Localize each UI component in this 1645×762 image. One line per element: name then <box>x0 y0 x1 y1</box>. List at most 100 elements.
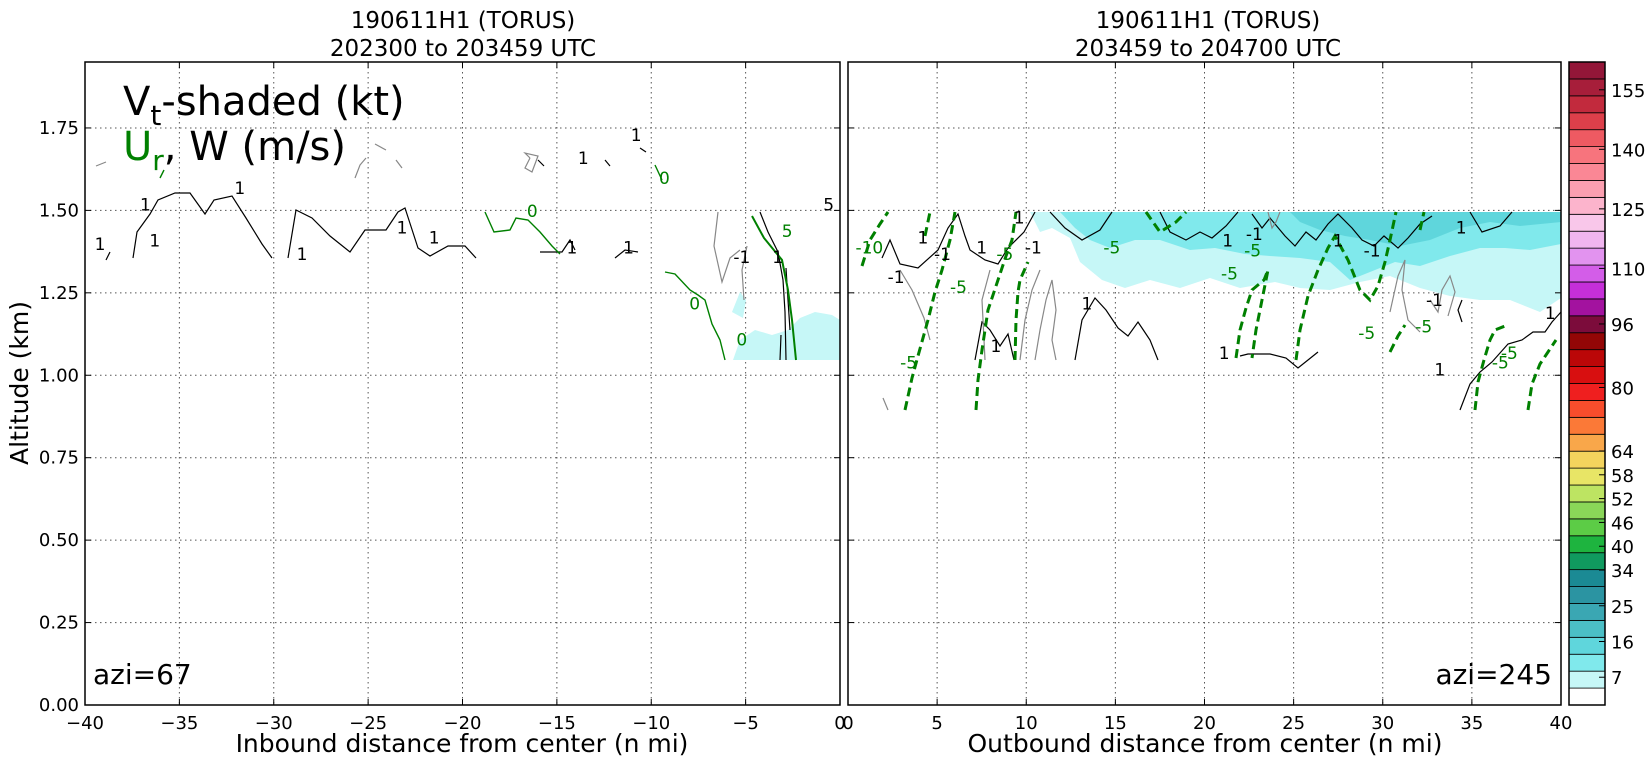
contour-label: 1 <box>1081 294 1092 314</box>
contour-label: -5 <box>1492 354 1509 374</box>
y-tick-label: 1.75 <box>39 118 79 139</box>
contour-label: -1 <box>934 245 951 265</box>
left-ticks: −40 −35 −30 −25 −20 −15 −10 −5 0 0.00 0.25 0.50 0.75… <box>39 62 846 734</box>
x-tick-label: 20 <box>1193 713 1216 734</box>
colorbar-tick-label: 25 <box>1611 597 1634 618</box>
legend-ur-main: U <box>123 124 152 170</box>
right-vt-shade-dark <box>1290 212 1561 246</box>
colorbar-segment <box>1568 569 1606 587</box>
right-w-contour <box>1457 299 1463 323</box>
legend-w: , W (m/s) <box>164 124 346 170</box>
left-panel: 190611H1 (TORUS) 202300 to 203459 UTC <box>5 8 846 758</box>
colorbar-segment <box>1568 61 1606 80</box>
colorbar-segment <box>1568 349 1606 367</box>
left-w-contour <box>759 211 787 361</box>
colorbar-tick-label: 64 <box>1611 442 1634 463</box>
contour-label: 5 <box>782 222 793 242</box>
right-w-contour <box>1239 351 1319 369</box>
y-tick-label: 0.00 <box>39 695 79 716</box>
x-tick-label: −5 <box>732 713 759 734</box>
colorbar-segment <box>1568 163 1606 181</box>
x-tick-label: −25 <box>349 713 387 734</box>
x-tick-label: −10 <box>632 713 670 734</box>
contour-label: 1 <box>631 126 642 146</box>
right-w-contour <box>1469 211 1513 233</box>
left-w-zero-contour <box>523 151 539 173</box>
y-tick-label: 1.00 <box>39 365 79 386</box>
colorbar-segment <box>1568 535 1606 554</box>
contour-label: 1 <box>429 228 440 248</box>
right-ur-contour <box>923 211 932 237</box>
colorbar-tick-label: 96 <box>1611 315 1634 336</box>
y-tick-label: 1.50 <box>39 200 79 221</box>
contour-label: 1 <box>567 238 578 258</box>
colorbar-segment <box>1568 586 1606 604</box>
right-w-contour <box>1074 296 1159 361</box>
contour-label: 1 <box>976 238 987 258</box>
right-w-zero-contour <box>1267 211 1281 230</box>
colorbar-segment <box>1568 484 1606 503</box>
contour-label: 1 <box>1219 344 1230 364</box>
colorbar-tick-label: 34 <box>1611 561 1634 582</box>
right-title-line2: 203459 to 204700 UTC <box>1075 36 1341 62</box>
contour-label: -5 <box>950 278 967 298</box>
x-tick-label: 15 <box>1104 713 1127 734</box>
colorbar-tick-label: 80 <box>1611 378 1634 399</box>
contour-label: 0 <box>527 202 538 222</box>
left-w-zero-contour <box>95 143 403 179</box>
contour-label: 1 <box>397 218 408 238</box>
legend-vt: Vt-shaded (kt) <box>123 79 405 132</box>
colorbar-segment <box>1568 213 1606 232</box>
right-ur-contour <box>1234 269 1270 359</box>
colorbar-tick-label: 140 <box>1611 140 1645 161</box>
left-ur-contour <box>484 211 561 255</box>
contour-label: -1 <box>888 268 905 288</box>
x-tick-label: 0 <box>834 713 845 734</box>
colorbar-segment <box>1568 400 1606 418</box>
colorbar-segment <box>1568 230 1606 249</box>
contour-label: -1 <box>1246 225 1263 245</box>
x-tick-label: 35 <box>1460 713 1483 734</box>
contour-label: -5 <box>900 354 917 374</box>
right-ur-contour <box>1388 324 1407 353</box>
legend-vt-main: V <box>123 79 151 125</box>
colorbar-segment <box>1568 298 1606 317</box>
contour-label: 1 <box>149 232 160 252</box>
right-ur-contour <box>1526 339 1558 411</box>
contour-label: 1 <box>234 179 245 199</box>
colorbar-segment <box>1568 670 1606 689</box>
legend-ur-sub: r <box>152 144 164 177</box>
contour-label: -1 <box>1025 238 1042 258</box>
right-title-line1: 190611H1 (TORUS) <box>1096 8 1321 34</box>
x-tick-label: −30 <box>255 713 293 734</box>
left-ur-contour <box>159 164 663 181</box>
colorbar-tick-label: 52 <box>1611 490 1634 511</box>
x-tick-label: 25 <box>1282 713 1305 734</box>
x-tick-label: −20 <box>444 713 482 734</box>
y-tick-label: 0.25 <box>39 613 79 634</box>
legend-vt-rest: -shaded (kt) <box>161 79 404 125</box>
contour-label: -1 <box>1426 291 1443 311</box>
contour-label: -5 <box>1221 265 1238 285</box>
colorbar-segment <box>1568 95 1606 114</box>
contour-label: 1 <box>1014 209 1025 229</box>
right-ur-contour <box>1418 211 1426 231</box>
right-w-contour <box>1251 213 1433 249</box>
colorbar-tick-label: 46 <box>1611 513 1634 534</box>
contour-label: -5 <box>1415 317 1432 337</box>
colorbar-tick-label: 125 <box>1611 200 1645 221</box>
left-w-contour <box>287 207 477 259</box>
x-tick-label: 40 <box>1550 713 1573 734</box>
colorbar-segment <box>1568 416 1606 435</box>
x-tick-label: −40 <box>66 713 104 734</box>
colorbar-segment <box>1568 383 1606 401</box>
contour-label: -5 <box>1103 238 1120 258</box>
right-w-zero-contour <box>1389 259 1456 333</box>
contour-label: 1 <box>578 149 589 169</box>
right-azi-label: azi=245 <box>1435 658 1552 691</box>
colorbar-segment <box>1568 332 1606 351</box>
right-ur-contour <box>1013 261 1030 361</box>
x-tick-label: 10 <box>1015 713 1038 734</box>
right-ur-contour <box>974 211 1018 411</box>
